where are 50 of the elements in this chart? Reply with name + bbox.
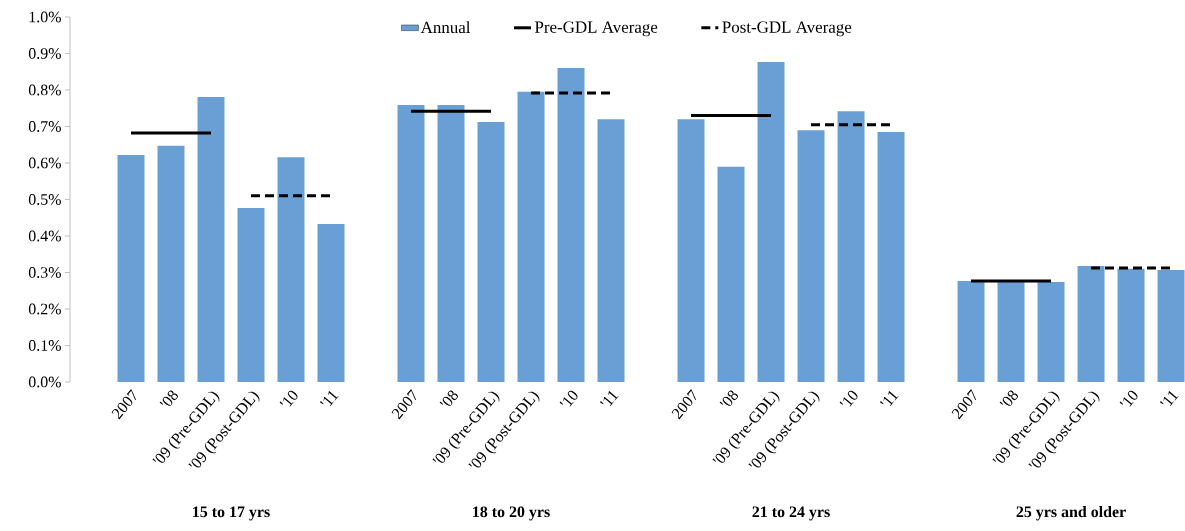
bar — [677, 119, 705, 382]
bar — [517, 91, 545, 382]
y-tick-label: 1.0% — [29, 11, 61, 23]
bar — [597, 119, 625, 382]
y-tick-label: 0.7% — [28, 121, 61, 132]
x-tick-label: '11 — [879, 391, 899, 407]
bar — [797, 130, 825, 382]
bar — [477, 122, 505, 382]
x-tick-label: '11 — [1159, 391, 1179, 407]
bar — [117, 154, 145, 382]
y-tick-label: 0.0% — [28, 376, 61, 388]
y-tick-label: 0.2% — [28, 303, 61, 315]
y-tick-label: 0.9% — [28, 48, 61, 59]
x-tick-label: '11 — [319, 391, 339, 407]
bar — [717, 166, 745, 382]
bar — [237, 207, 265, 382]
bar — [397, 104, 425, 382]
text: 18 to 20 yrs — [473, 506, 550, 521]
bar — [1077, 265, 1105, 382]
bar — [1157, 269, 1185, 382]
bar — [437, 104, 465, 382]
y-tick-label: 0.8% — [28, 84, 61, 96]
y-tick-label: 0.5% — [28, 194, 61, 205]
bar — [877, 131, 905, 382]
x-tick-label: '10 — [279, 390, 298, 407]
bar — [837, 111, 865, 382]
x-tick-label: '10 — [839, 390, 858, 407]
bar — [157, 145, 185, 382]
bar — [1037, 281, 1065, 382]
bar — [1117, 268, 1145, 382]
y-tick-label: 0.3% — [28, 267, 61, 278]
legend-label: Annual — [420, 21, 471, 34]
text: 15 to 17 yrs — [193, 506, 270, 521]
y-tick-label: 0.4% — [28, 230, 61, 242]
legend-label: Pre-GDL Average — [534, 21, 658, 37]
bar — [197, 96, 225, 382]
bar — [557, 68, 585, 382]
x-tick-label: '10 — [1119, 390, 1138, 407]
y-tick-label: 0.1% — [28, 340, 61, 351]
text: 25 yrs and older — [1016, 505, 1126, 521]
text: 21 to 24 yrs — [752, 506, 830, 521]
bar — [757, 61, 785, 382]
bar — [997, 281, 1025, 382]
y-tick-label: 0.6% — [28, 157, 61, 169]
legend-label: Post-GDL Average — [722, 21, 852, 37]
bar — [957, 280, 985, 382]
bar — [317, 223, 345, 382]
x-tick-label: '10 — [559, 390, 578, 407]
x-tick-label: '11 — [599, 391, 619, 407]
bar — [277, 157, 305, 382]
